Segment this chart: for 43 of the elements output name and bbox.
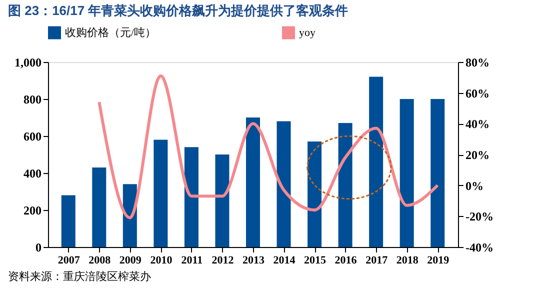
bar (184, 147, 198, 247)
y-tick-label: 800 (24, 92, 42, 106)
y2-tick-label: 80% (466, 56, 490, 70)
line-series (98, 74, 440, 220)
y-tick-label: 600 (24, 130, 42, 144)
bar (61, 195, 76, 247)
bar (369, 76, 384, 247)
legend-label: yoy (299, 26, 316, 39)
y2-tick-label: 40% (466, 117, 490, 132)
x-tick-label: 2017 (366, 254, 388, 266)
y-tick-label: 200 (24, 204, 42, 218)
bar (92, 167, 106, 247)
bar (215, 154, 230, 247)
x-tick-label: 2007 (58, 254, 80, 266)
x-tick-label: 2008 (88, 254, 112, 266)
y-tick-label: 1,000 (14, 56, 42, 70)
text: 资料来源：重庆涪陵区榨菜办 (8, 270, 151, 283)
legend-label: 收购价格（元/吨） (65, 26, 156, 39)
bar (246, 118, 260, 247)
x-tick-label: 2012 (212, 254, 234, 266)
y2-tick-label: -40% (466, 240, 494, 254)
bar (400, 99, 414, 247)
x-tick-label: 2011 (181, 254, 203, 266)
y2-tick-label: 20% (466, 148, 490, 162)
y-tick-label: 0 (36, 240, 42, 254)
bar (308, 142, 322, 247)
x-tick-label: 2015 (304, 254, 327, 266)
bar (154, 140, 168, 247)
y2-tick-label: 0% (466, 178, 484, 193)
x-tick-label: 2014 (273, 254, 296, 266)
y2-tick-label: -20% (466, 210, 494, 224)
x-tick-label: 2013 (242, 254, 265, 266)
x-tick-label: 2018 (396, 254, 419, 266)
bar (430, 99, 445, 247)
y-tick-label: 400 (24, 166, 42, 180)
x-tick-label: 2010 (150, 254, 173, 266)
bar (338, 123, 352, 247)
chart-title: 图 23：16/17 年青菜头收购价格飙升为提价提供了客观条件 (8, 3, 348, 18)
x-tick-label: 2009 (119, 254, 142, 266)
y2-tick-label: 60% (466, 86, 490, 100)
x-tick-label: 2019 (427, 254, 450, 266)
bar (276, 121, 291, 247)
x-tick-label: 2016 (334, 254, 358, 266)
